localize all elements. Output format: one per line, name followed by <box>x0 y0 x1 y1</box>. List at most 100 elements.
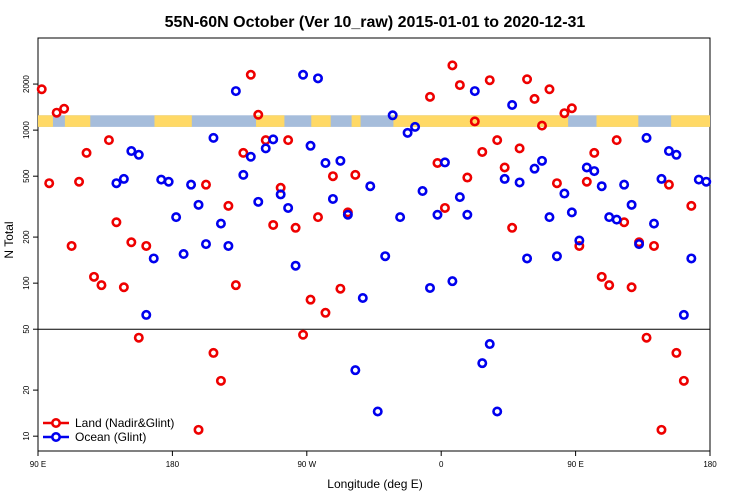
ocean-point <box>634 239 645 250</box>
ocean-point <box>596 181 607 192</box>
land-point <box>611 135 622 146</box>
land-point <box>312 212 323 223</box>
ocean-point <box>290 260 301 271</box>
land-segment <box>596 115 639 127</box>
ocean-point <box>507 99 518 110</box>
ocean-point <box>701 176 712 187</box>
land-point <box>208 347 219 358</box>
ocean-point <box>529 163 540 174</box>
ocean-point <box>365 181 376 192</box>
land-point <box>589 147 600 158</box>
ocean-point <box>492 406 503 417</box>
ocean-point <box>581 162 592 173</box>
y-tick-label: 20 <box>22 385 31 394</box>
ocean-point <box>111 178 122 189</box>
land-point <box>529 93 540 104</box>
land-point <box>626 282 637 293</box>
ocean-series <box>111 69 712 417</box>
ocean-point <box>424 282 435 293</box>
land-point <box>507 222 518 233</box>
land-point <box>484 75 495 86</box>
land-point <box>492 135 503 146</box>
land-point <box>559 108 570 119</box>
land-point <box>44 178 55 189</box>
land-segment <box>38 115 53 127</box>
land-point <box>230 280 241 291</box>
ocean-point <box>522 253 533 264</box>
ocean-point <box>619 179 630 190</box>
ocean-point <box>141 309 152 320</box>
x-tick-label: 90 W <box>297 460 316 469</box>
x-tick-label: 0 <box>439 460 444 469</box>
ocean-point <box>335 155 346 166</box>
ocean-point <box>230 86 241 97</box>
ocean-point <box>477 358 488 369</box>
land-point <box>439 202 450 213</box>
x-axis-label: Longitude (deg E) <box>327 477 422 491</box>
y-axis: 10 20 50 100 200 500 1000 2000 <box>22 75 38 441</box>
ocean-point <box>432 209 443 220</box>
ocean-point <box>678 309 689 320</box>
land-point <box>574 240 585 251</box>
ocean-band <box>39 115 709 127</box>
land-point <box>81 147 92 158</box>
ocean-point <box>126 146 137 157</box>
x-tick-label: 180 <box>703 460 717 469</box>
ocean-point <box>148 253 159 264</box>
land-point <box>141 240 152 251</box>
ocean-point <box>686 253 697 264</box>
land-point <box>245 69 256 80</box>
land-point <box>118 282 129 293</box>
land-point <box>89 271 100 282</box>
ocean-point <box>395 212 406 223</box>
land-point <box>193 424 204 435</box>
y-tick-label: 50 <box>22 324 31 333</box>
ocean-point <box>327 193 338 204</box>
ocean-point <box>260 143 271 154</box>
ocean-point <box>648 218 659 229</box>
land-point <box>253 109 264 120</box>
y-tick-label: 200 <box>22 230 31 244</box>
land-point <box>111 217 122 228</box>
land-point <box>133 332 144 343</box>
land-point <box>551 178 562 189</box>
land-point <box>327 171 338 182</box>
land-point <box>581 176 592 187</box>
ocean-point <box>253 196 264 207</box>
ocean-point <box>447 276 458 287</box>
ocean-point <box>626 199 637 210</box>
land-point <box>66 240 77 251</box>
ocean-point <box>283 202 294 213</box>
land-point <box>223 200 234 211</box>
land-point <box>238 147 249 158</box>
ocean-point <box>611 214 622 225</box>
ocean-point <box>566 207 577 218</box>
x-axis: 90 E 180 90 W 0 90 E 180 <box>30 451 717 469</box>
land-point <box>686 200 697 211</box>
ocean-point <box>357 292 368 303</box>
ocean-point <box>462 209 473 220</box>
land-point <box>283 135 294 146</box>
land-point <box>36 84 47 95</box>
ocean-point <box>663 146 674 157</box>
ocean-point <box>454 192 465 203</box>
ocean-point <box>484 339 495 350</box>
land-point <box>96 280 107 291</box>
ocean-point <box>201 239 212 250</box>
land-band <box>38 115 710 127</box>
ocean-point <box>245 151 256 162</box>
ocean-point <box>268 134 279 145</box>
ocean-point <box>380 251 391 262</box>
ocean-point <box>193 199 204 210</box>
ocean-point <box>178 249 189 260</box>
ocean-point <box>439 157 450 168</box>
ocean-point <box>118 173 129 184</box>
land-point <box>51 107 62 118</box>
y-axis-label: N Total <box>2 221 16 258</box>
land-point <box>454 80 465 91</box>
ocean-point <box>342 209 353 220</box>
ocean-point <box>671 149 682 160</box>
land-segment <box>311 115 331 127</box>
land-point <box>335 283 346 294</box>
